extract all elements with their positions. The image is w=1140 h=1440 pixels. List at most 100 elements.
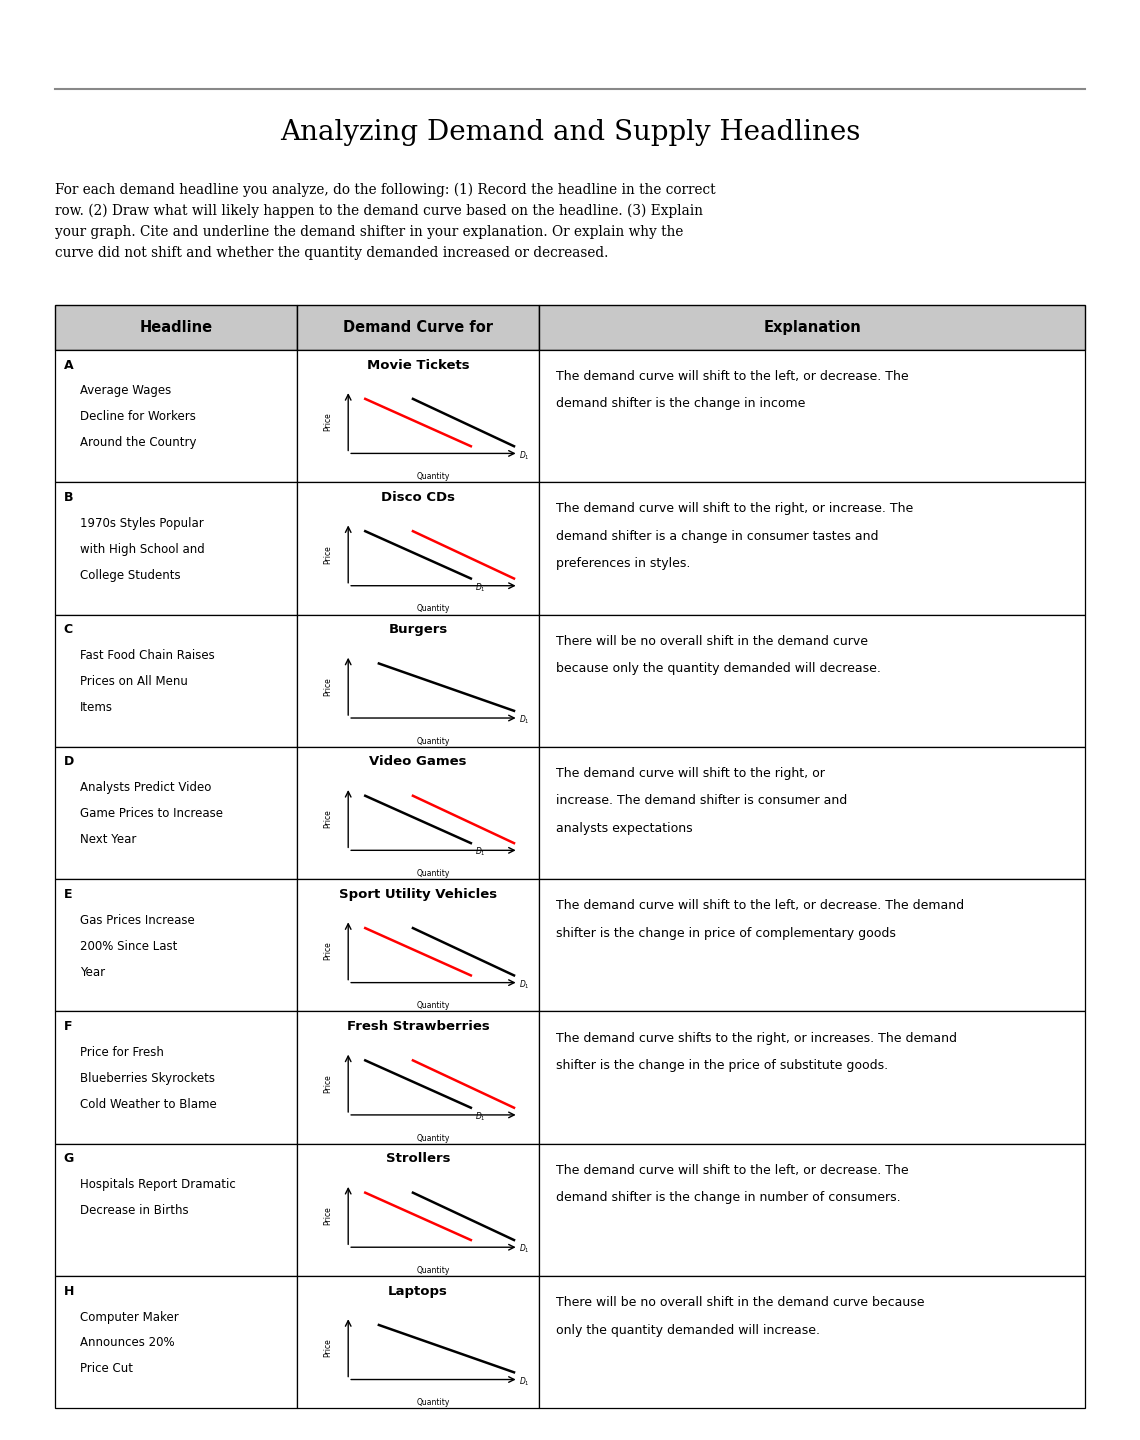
Text: Quantity: Quantity <box>417 1001 450 1011</box>
Bar <box>296 1011 539 1143</box>
Text: Game Prices to Increase: Game Prices to Increase <box>80 808 222 821</box>
Text: There will be no overall shift in the demand curve: There will be no overall shift in the de… <box>556 635 869 648</box>
Bar <box>55 305 296 350</box>
Text: The demand curve will shift to the left, or decrease. The: The demand curve will shift to the left,… <box>556 1164 909 1176</box>
Text: C: C <box>64 624 73 636</box>
Text: Hospitals Report Dramatic: Hospitals Report Dramatic <box>80 1178 236 1191</box>
Text: $D_1$: $D_1$ <box>475 845 486 858</box>
Text: Decrease in Births: Decrease in Births <box>80 1204 188 1217</box>
Text: Analyzing Demand and Supply Headlines: Analyzing Demand and Supply Headlines <box>279 120 861 145</box>
Text: Laptops: Laptops <box>388 1284 448 1297</box>
Bar <box>296 350 539 482</box>
Bar <box>296 878 539 1011</box>
Text: Prices on All Menu: Prices on All Menu <box>80 675 188 688</box>
Text: Fast Food Chain Raises: Fast Food Chain Raises <box>80 649 214 662</box>
Text: Blueberries Skyrockets: Blueberries Skyrockets <box>80 1071 214 1084</box>
Bar <box>539 350 1085 482</box>
Text: B: B <box>64 491 73 504</box>
Text: Computer Maker: Computer Maker <box>80 1310 179 1323</box>
Text: College Students: College Students <box>80 569 180 582</box>
Text: demand shifter is the change in income: demand shifter is the change in income <box>556 397 806 410</box>
Text: increase. The demand shifter is consumer and: increase. The demand shifter is consumer… <box>556 795 847 808</box>
Bar <box>55 878 296 1011</box>
Text: Fresh Strawberries: Fresh Strawberries <box>347 1020 489 1032</box>
Text: Price: Price <box>323 1339 332 1358</box>
Text: The demand curve shifts to the right, or increases. The demand: The demand curve shifts to the right, or… <box>556 1031 958 1044</box>
Text: Demand Curve for: Demand Curve for <box>343 320 492 336</box>
Text: $D_1$: $D_1$ <box>519 449 529 462</box>
Text: Video Games: Video Games <box>369 756 466 769</box>
Text: Price: Price <box>323 1207 332 1225</box>
Text: Price: Price <box>323 942 332 960</box>
Text: Gas Prices Increase: Gas Prices Increase <box>80 914 195 927</box>
Text: D: D <box>64 756 74 769</box>
Text: analysts expectations: analysts expectations <box>556 822 693 835</box>
Bar <box>55 615 296 747</box>
Text: Price: Price <box>323 677 332 696</box>
Text: Headline: Headline <box>139 320 212 336</box>
Text: demand shifter is a change in consumer tastes and: demand shifter is a change in consumer t… <box>556 530 879 543</box>
Bar <box>55 1276 296 1408</box>
Text: shifter is the change in price of complementary goods: shifter is the change in price of comple… <box>556 927 896 940</box>
Text: Quantity: Quantity <box>417 605 450 613</box>
Bar <box>539 1143 1085 1276</box>
Text: Cold Weather to Blame: Cold Weather to Blame <box>80 1097 217 1110</box>
Text: $D_1$: $D_1$ <box>519 714 529 726</box>
Text: E: E <box>64 887 72 901</box>
Text: Quantity: Quantity <box>417 472 450 481</box>
Text: Disco CDs: Disco CDs <box>381 491 455 504</box>
Text: Price: Price <box>323 544 332 563</box>
Text: Next Year: Next Year <box>80 834 136 847</box>
Text: with High School and: with High School and <box>80 543 204 556</box>
Text: $D_1$: $D_1$ <box>475 582 486 593</box>
Text: There will be no overall shift in the demand curve because: There will be no overall shift in the de… <box>556 1296 925 1309</box>
Text: $D_1$: $D_1$ <box>519 1375 529 1388</box>
Bar <box>55 1011 296 1143</box>
Bar <box>296 1276 539 1408</box>
Text: Quantity: Quantity <box>417 1266 450 1274</box>
Bar <box>296 615 539 747</box>
Text: preferences in styles.: preferences in styles. <box>556 557 691 570</box>
Bar <box>296 482 539 615</box>
Text: Quantity: Quantity <box>417 1133 450 1143</box>
Text: A: A <box>64 359 73 372</box>
Text: 200% Since Last: 200% Since Last <box>80 940 177 953</box>
Text: Average Wages: Average Wages <box>80 384 171 397</box>
Bar <box>55 482 296 615</box>
Text: Price: Price <box>323 412 332 431</box>
Text: Quantity: Quantity <box>417 1398 450 1407</box>
Text: $D_1$: $D_1$ <box>475 1110 486 1123</box>
Text: Price Cut: Price Cut <box>80 1362 132 1375</box>
Text: Burgers: Burgers <box>389 624 448 636</box>
Text: Analysts Predict Video: Analysts Predict Video <box>80 782 211 795</box>
Bar <box>539 482 1085 615</box>
Bar <box>296 305 539 350</box>
Bar <box>55 747 296 878</box>
Text: G: G <box>64 1152 74 1165</box>
Text: Explanation: Explanation <box>764 320 861 336</box>
Bar <box>296 1143 539 1276</box>
Text: The demand curve will shift to the left, or decrease. The: The demand curve will shift to the left,… <box>556 370 909 383</box>
Text: Price: Price <box>323 1074 332 1093</box>
Text: Strollers: Strollers <box>385 1152 450 1165</box>
Text: Around the Country: Around the Country <box>80 436 196 449</box>
Bar <box>539 878 1085 1011</box>
Bar <box>55 1143 296 1276</box>
Text: Year: Year <box>80 965 105 979</box>
Text: shifter is the change in the price of substitute goods.: shifter is the change in the price of su… <box>556 1058 888 1071</box>
Text: Announces 20%: Announces 20% <box>80 1336 174 1349</box>
Text: demand shifter is the change in number of consumers.: demand shifter is the change in number o… <box>556 1191 901 1204</box>
Bar <box>539 1276 1085 1408</box>
Text: only the quantity demanded will increase.: only the quantity demanded will increase… <box>556 1323 820 1336</box>
Text: because only the quantity demanded will decrease.: because only the quantity demanded will … <box>556 662 881 675</box>
Bar <box>55 350 296 482</box>
Bar <box>539 615 1085 747</box>
Text: Price: Price <box>323 809 332 828</box>
Text: Quantity: Quantity <box>417 737 450 746</box>
Text: Sport Utility Vehicles: Sport Utility Vehicles <box>339 887 497 901</box>
Text: The demand curve will shift to the left, or decrease. The demand: The demand curve will shift to the left,… <box>556 899 964 913</box>
Bar <box>296 747 539 878</box>
Text: Price for Fresh: Price for Fresh <box>80 1045 164 1058</box>
Bar <box>539 305 1085 350</box>
Text: The demand curve will shift to the right, or increase. The: The demand curve will shift to the right… <box>556 503 913 516</box>
